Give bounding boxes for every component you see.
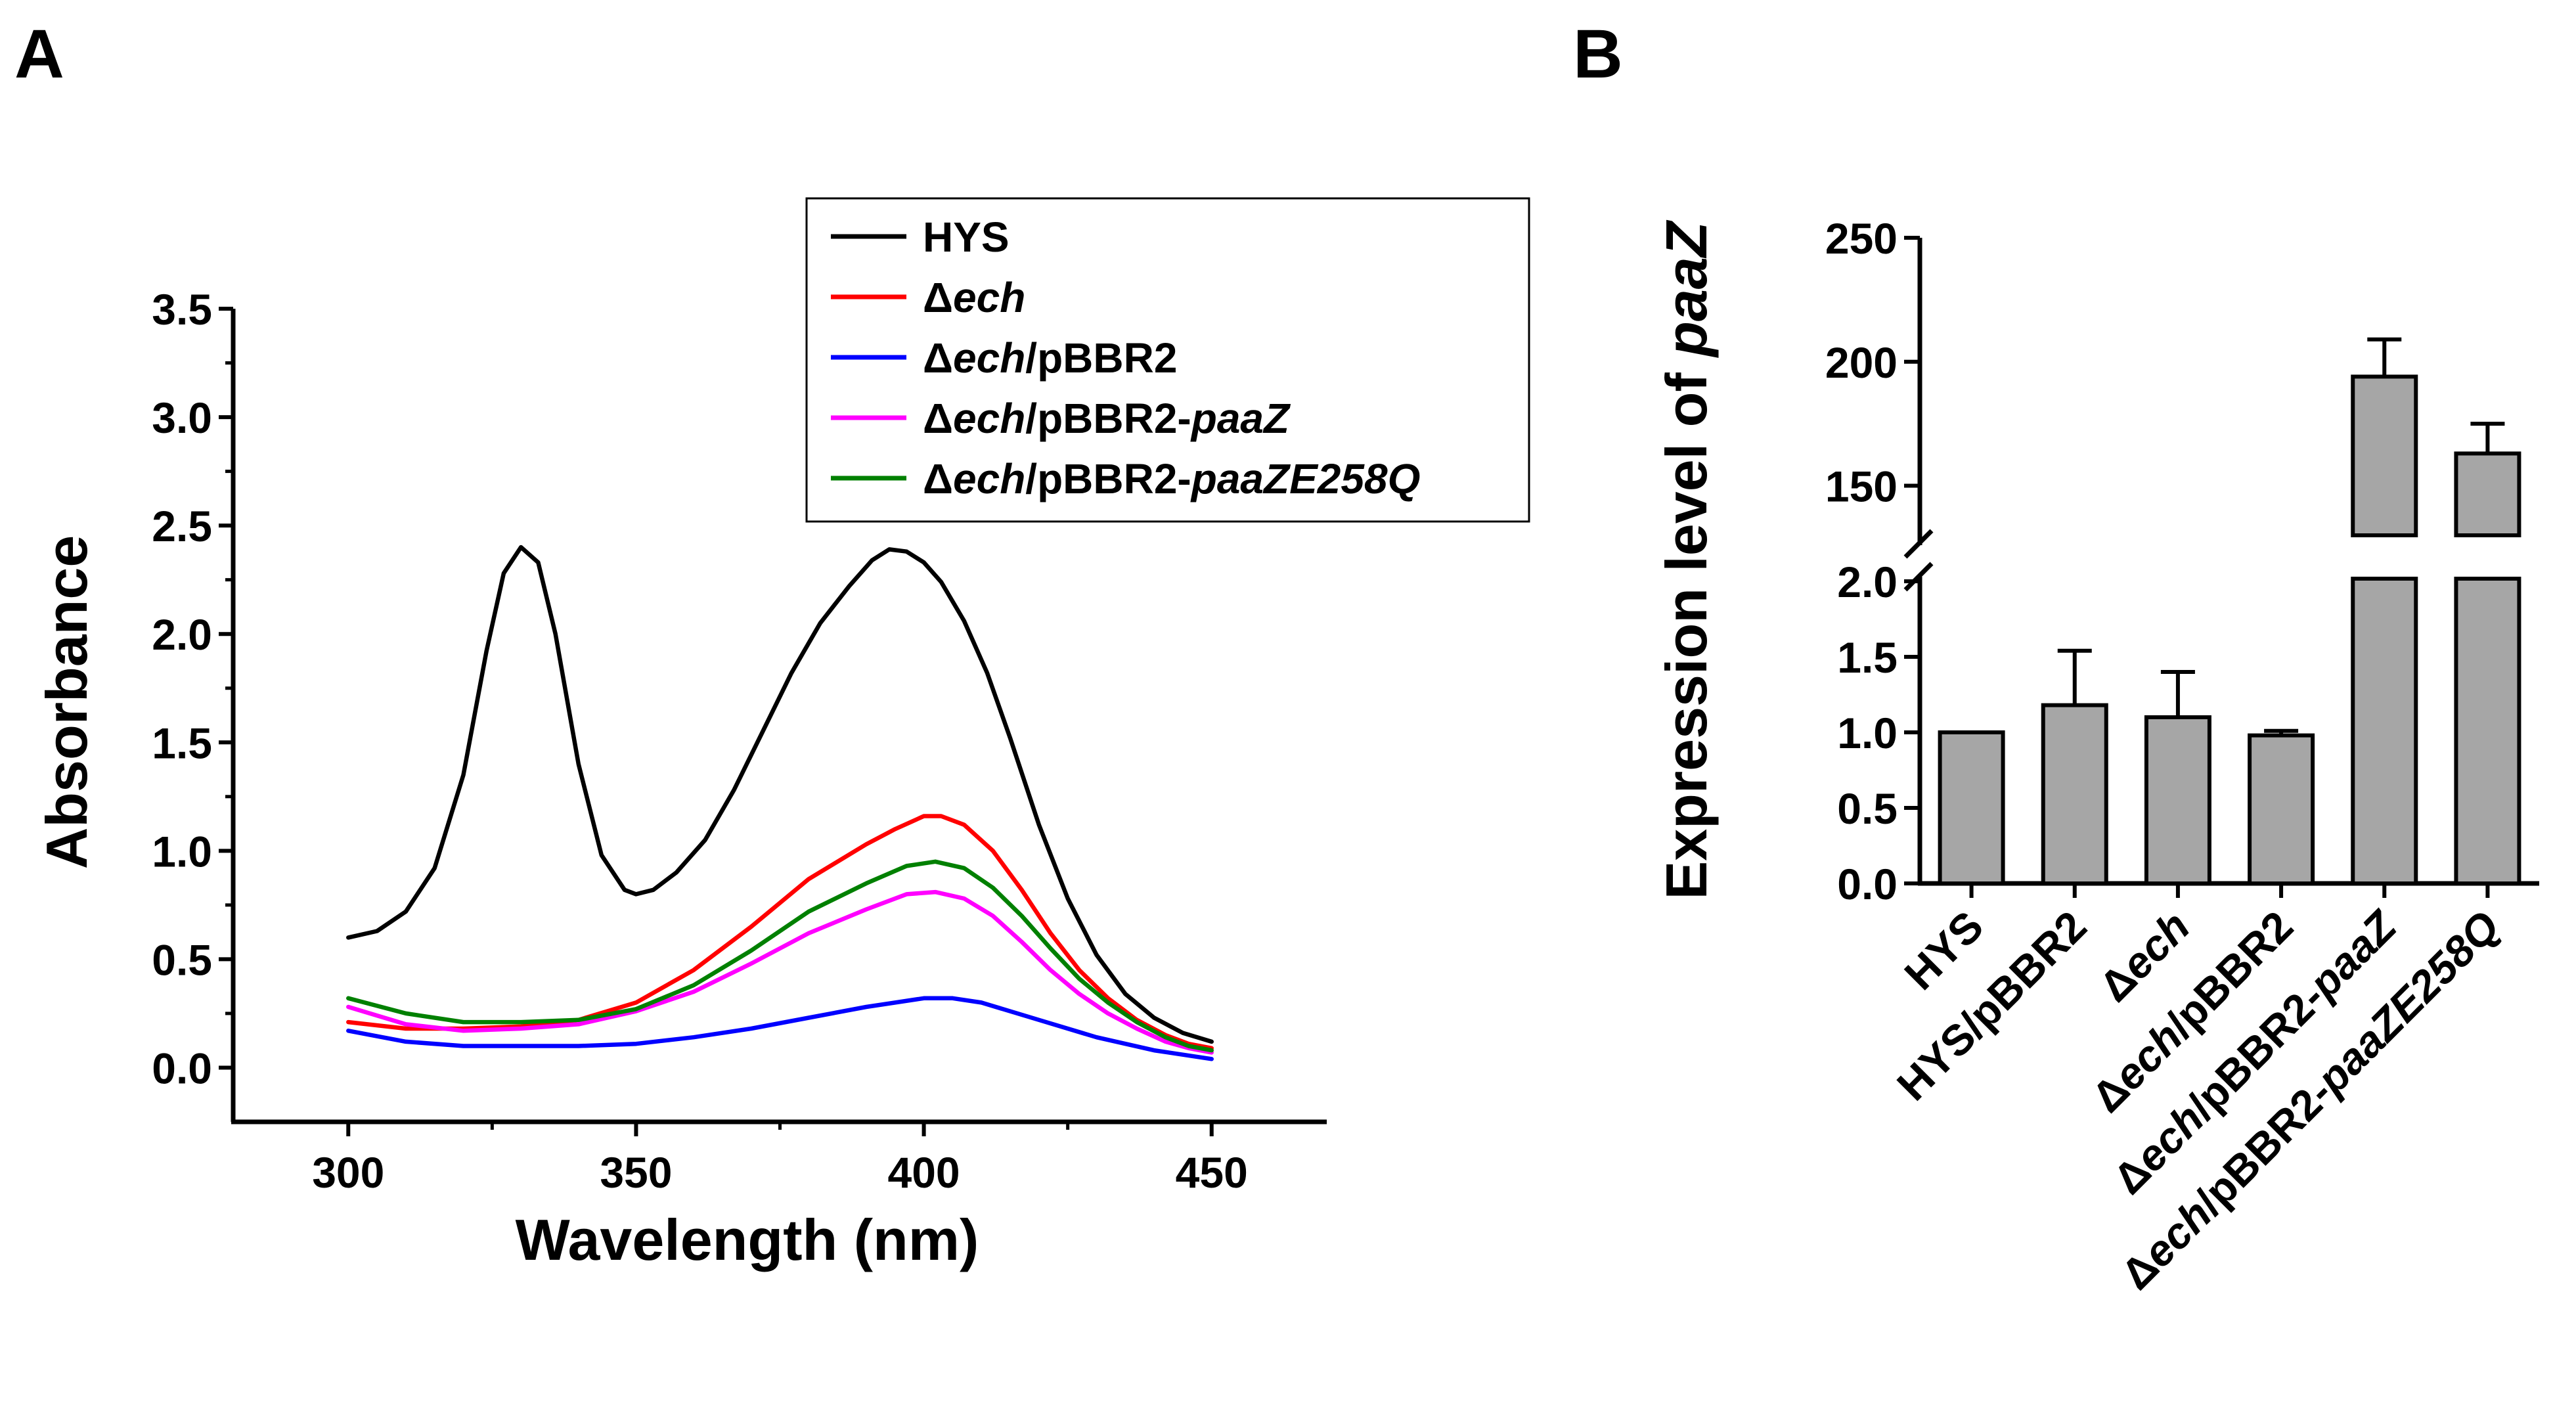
bar-upper-segment <box>2351 374 2418 538</box>
series-line <box>346 889 1214 1055</box>
panel-label-a: A <box>14 16 64 93</box>
series-line <box>346 996 1214 1061</box>
y-tick-label: 0.0 <box>152 1044 212 1092</box>
absorbance-spectrum-chart: 0.0 0.5 1.0 1.5 2.0 2.5 3.0 3.5 300 350 400 450 Wave… <box>34 197 1530 1272</box>
legend-entry: HYS <box>923 213 1010 261</box>
y-axis-label: Absorbance <box>34 535 99 870</box>
y-tick-label: 3.0 <box>152 393 212 442</box>
legend-entry: Δech/pBBR2-paaZ <box>923 395 1291 442</box>
legend-box <box>805 197 1530 523</box>
bar <box>2144 715 2211 885</box>
y-tick-label: 250 <box>1825 214 1898 263</box>
legend: HYS Δech Δech/pBBR2 Δech/pBBR2-paaZ Δech/pBB… <box>805 197 1530 523</box>
x-tick-label: 400 <box>888 1148 960 1197</box>
axis-break-mark <box>1903 529 1934 559</box>
legend-entry: Δech <box>923 274 1025 321</box>
y-tick-label: 2.5 <box>152 502 212 550</box>
series-line <box>346 859 1214 1053</box>
y-tick-label: 2.0 <box>1837 558 1898 606</box>
x-tick-label: 300 <box>312 1148 384 1197</box>
y-tick-label: 1.0 <box>1837 709 1898 757</box>
series-line <box>346 545 1214 1044</box>
bar-upper-segment <box>2454 451 2521 537</box>
panel-label-b: B <box>1573 16 1623 93</box>
x-tick-label: 450 <box>1176 1148 1248 1197</box>
bar <box>2041 703 2108 885</box>
bar-lower-segment <box>2351 577 2418 885</box>
y-tick-label: 0.0 <box>1837 860 1898 908</box>
x-tick-label: HYS/pBBR2 <box>1888 902 2096 1110</box>
y-tick-label: 0.5 <box>1837 784 1898 833</box>
y-tick-label: 150 <box>1825 462 1898 511</box>
y-tick-label: 1.5 <box>1837 633 1898 682</box>
legend-entry: Δech/pBBR2 <box>923 334 1177 382</box>
x-axis-label: Wavelength (nm) <box>516 1207 979 1272</box>
legend-entry: Δech/pBBR2-paaZE258Q <box>923 455 1420 502</box>
y-tick-label: 3.5 <box>152 285 212 334</box>
bar <box>2248 733 2315 885</box>
y-tick-label: 1.5 <box>152 719 212 767</box>
bar-lower-segment <box>2454 577 2521 885</box>
y-tick-label: 0.5 <box>152 935 212 984</box>
y-tick-label: 1.0 <box>152 827 212 876</box>
y-tick-label: 2.0 <box>152 610 212 659</box>
paaz-expression-bar-chart: 0.0 0.5 1.0 1.5 2.0 150 200 250 Expression level… <box>1654 214 2539 1299</box>
axis-break-mark <box>1903 562 1934 592</box>
x-tick-label: 350 <box>600 1148 672 1197</box>
bar <box>1938 730 2005 885</box>
y-axis-label: Expression level of paaZ <box>1654 219 1719 899</box>
y-tick-label: 200 <box>1825 338 1898 387</box>
